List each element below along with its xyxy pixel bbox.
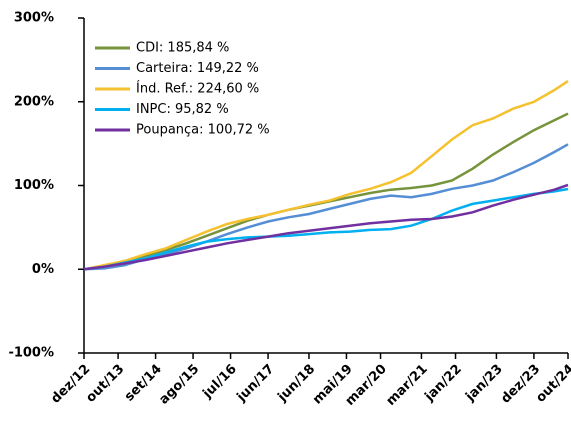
y-tick-label: -100%	[8, 346, 54, 361]
legend-label: Poupança: 100,72 %	[136, 123, 270, 138]
x-tick-label: dez/23	[498, 362, 543, 407]
x-tick-label: jan/23	[462, 362, 505, 405]
x-tick-label: dez/12	[48, 362, 93, 407]
legend-label: CDI: 185,84 %	[136, 41, 229, 56]
series-line	[83, 187, 569, 271]
y-tick-label: 300%	[14, 11, 54, 26]
series-line	[83, 183, 569, 271]
y-tick-label: 100%	[14, 178, 54, 193]
series-line	[83, 80, 569, 271]
series-line	[83, 143, 569, 271]
legend-label: Índ. Ref.: 224,60 %	[136, 81, 259, 97]
x-tick-label: out/13	[83, 362, 127, 406]
x-tick-label: jan/22	[421, 362, 464, 405]
y-tick-label: 200%	[14, 94, 54, 109]
x-tick-label: jul/16	[200, 362, 240, 402]
legend-label: Carteira: 149,22 %	[136, 61, 259, 76]
legend-label: INPC: 95,82 %	[136, 102, 229, 117]
x-tick-label: ago/15	[157, 362, 203, 408]
x-tick-label: mar/21	[384, 362, 431, 409]
x-tick-label: jun/17	[234, 362, 278, 406]
y-tick-label: 0%	[32, 262, 54, 277]
